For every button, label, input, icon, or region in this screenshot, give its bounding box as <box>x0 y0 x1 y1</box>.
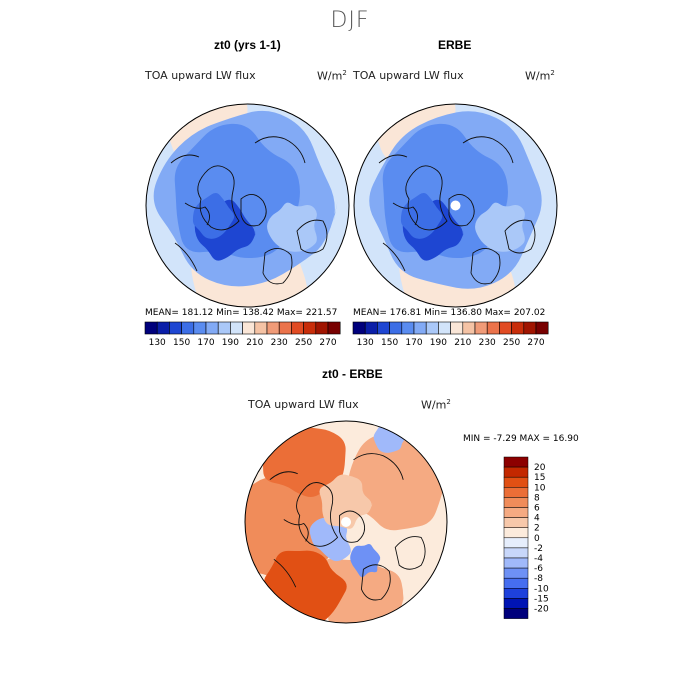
colorbar-swatch <box>503 557 529 569</box>
left-polar-map <box>145 103 350 308</box>
colorbar-swatch <box>503 567 529 579</box>
colorbar-swatch <box>377 321 390 335</box>
diff-panel-title: zt0 - ERBE <box>322 367 383 381</box>
colorbar-tick-label: 170 <box>197 338 214 348</box>
colorbar-tick-label: -15 <box>534 594 549 604</box>
colorbar-tick-label: 250 <box>503 338 520 348</box>
colorbar-tick-label: 130 <box>149 338 166 348</box>
left-stats-text: MEAN= 181.12 Min= 138.42 Max= 221.57 <box>145 308 338 318</box>
colorbar-swatch <box>503 476 529 488</box>
colorbar-swatch <box>438 321 451 335</box>
colorbar-swatch <box>327 321 341 335</box>
diff-units-label: W/m2 <box>421 398 451 412</box>
colorbar-swatch <box>169 321 182 335</box>
colorbar-tick-label: 15 <box>534 473 545 483</box>
colorbar-tick-label: 4 <box>534 514 540 524</box>
colorbar-swatch <box>503 507 529 518</box>
colorbar-swatch <box>364 321 378 335</box>
colorbar-tick-label: 20 <box>534 463 546 473</box>
colorbar-swatch <box>266 321 280 335</box>
colorbar-swatch <box>462 321 476 335</box>
colorbar-tick-label: 230 <box>479 338 496 348</box>
colorbar-tick-label: 230 <box>271 338 288 348</box>
colorbar-tick-label: 170 <box>405 338 422 348</box>
colorbar-tick-label: -10 <box>534 584 549 594</box>
colorbar-tick-label: 2 <box>534 524 540 534</box>
colorbar-swatch <box>503 517 529 528</box>
difference-polar-map <box>244 420 448 624</box>
colorbar-tick-label: -6 <box>534 564 543 574</box>
colorbar-swatch <box>217 321 231 335</box>
colorbar-swatch <box>503 497 529 508</box>
colorbar-swatch <box>503 456 529 468</box>
colorbar-swatch <box>503 537 529 549</box>
colorbar-swatch <box>425 321 439 335</box>
left-colorbar: 130 150 170 190 210 230 250 270 <box>144 321 341 348</box>
colorbar-swatch <box>450 321 464 335</box>
right-colorbar: 130 150 170 190 210 230 250 270 <box>352 321 549 348</box>
colorbar-swatch <box>503 598 529 609</box>
colorbar-swatch <box>486 321 500 335</box>
colorbar-swatch <box>389 321 403 335</box>
colorbar-swatch <box>523 321 537 335</box>
colorbar-swatch <box>511 321 525 335</box>
colorbar-tick-label: 210 <box>246 338 263 348</box>
colorbar-tick-label: 210 <box>454 338 471 348</box>
right-panel-title: ERBE <box>438 38 472 52</box>
left-panel-title: zt0 (yrs 1-1) <box>214 38 281 52</box>
colorbar-swatch <box>503 547 529 559</box>
colorbar-swatch <box>503 527 529 539</box>
colorbar-tick-label: 190 <box>430 338 447 348</box>
right-stats-text: MEAN= 176.81 Min= 136.80 Max= 207.02 <box>353 308 546 318</box>
colorbar-tick-label: -2 <box>534 544 543 554</box>
colorbar-tick-label: 150 <box>173 338 190 348</box>
colorbar-tick-label: 8 <box>534 493 540 503</box>
colorbar-tick-label: -8 <box>534 574 543 584</box>
colorbar-swatch <box>401 321 415 335</box>
colorbar-swatch <box>413 321 427 335</box>
colorbar-swatch <box>352 321 366 335</box>
colorbar-swatch <box>503 588 529 599</box>
colorbar-swatch <box>535 321 549 335</box>
colorbar-swatch <box>230 321 243 335</box>
colorbar-tick-label: 130 <box>357 338 374 348</box>
colorbar-tick-label: 190 <box>222 338 239 348</box>
colorbar-tick-label: 10 <box>534 483 546 493</box>
colorbar-swatch <box>474 321 488 335</box>
colorbar-swatch <box>205 321 219 335</box>
colorbar-swatch <box>156 321 170 335</box>
colorbar-tick-label: 270 <box>319 338 336 348</box>
colorbar-tick-label: -20 <box>534 605 549 615</box>
colorbar-swatch <box>503 487 529 498</box>
colorbar-swatch <box>254 321 268 335</box>
right-units-label: W/m2 <box>525 69 555 83</box>
diff-variable-label: TOA upward LW flux <box>248 398 359 411</box>
colorbar-tick-label: 270 <box>527 338 544 348</box>
colorbar-tick-label: 150 <box>381 338 398 348</box>
colorbar-tick-label: -4 <box>534 554 543 564</box>
right-variable-label: TOA upward LW flux <box>353 69 464 82</box>
colorbar-swatch <box>303 321 317 335</box>
colorbar-swatch <box>291 321 304 335</box>
colorbar-swatch <box>315 321 329 335</box>
colorbar-swatch <box>278 321 292 335</box>
left-units-label: W/m2 <box>317 69 347 83</box>
colorbar-swatch <box>242 321 256 335</box>
right-polar-map <box>353 103 558 308</box>
colorbar-tick-label: 250 <box>295 338 312 348</box>
left-variable-label: TOA upward LW flux <box>145 69 256 82</box>
colorbar-swatch <box>499 321 512 335</box>
colorbar-swatch <box>503 466 529 478</box>
colorbar-swatch <box>144 321 158 335</box>
colorbar-swatch <box>181 321 195 335</box>
colorbar-swatch <box>503 577 529 589</box>
diff-stats-text: MIN = -7.29 MAX = 16.90 <box>463 434 579 444</box>
colorbar-tick-label: 6 <box>534 504 540 514</box>
page-title: DJF <box>330 8 370 33</box>
colorbar-tick-label: 0 <box>534 534 540 544</box>
colorbar-swatch <box>503 608 529 619</box>
colorbar-swatch <box>193 321 207 335</box>
